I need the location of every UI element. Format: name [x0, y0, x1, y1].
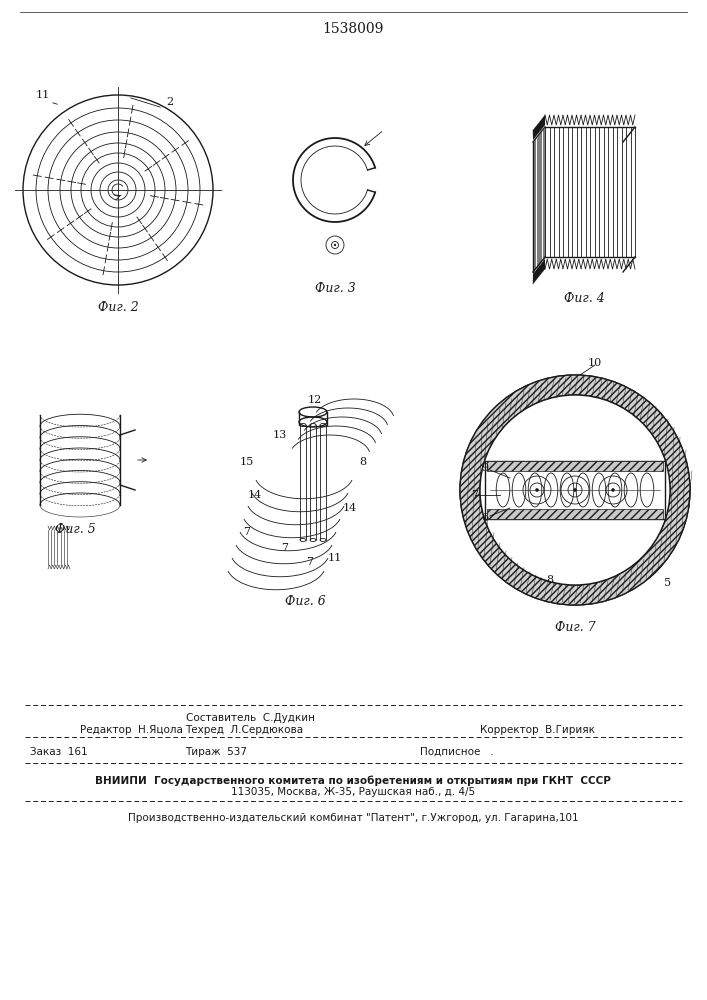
Text: 2: 2	[166, 97, 173, 107]
Text: 6: 6	[481, 513, 489, 523]
Text: Фиг. 3: Фиг. 3	[315, 282, 356, 295]
Text: 14: 14	[248, 490, 262, 500]
Text: ВНИИПИ  Государственного комитета по изобретениям и открытиям при ГКНТ  СССР: ВНИИПИ Государственного комитета по изоб…	[95, 775, 611, 786]
Circle shape	[611, 488, 615, 492]
Text: Корректор  В.Гирияк: Корректор В.Гирияк	[480, 725, 595, 735]
Text: 113035, Москва, Ж-35, Раушская наб., д. 4/5: 113035, Москва, Ж-35, Раушская наб., д. …	[231, 787, 475, 797]
Text: Заказ  161: Заказ 161	[30, 747, 88, 757]
Text: 7: 7	[281, 543, 288, 553]
Text: 8: 8	[359, 457, 366, 467]
Text: Производственно-издательский комбинат "Патент", г.Ужгород, ул. Гагарина,101: Производственно-издательский комбинат "П…	[128, 813, 578, 823]
Text: 8: 8	[547, 575, 554, 585]
Text: Тираж  537: Тираж 537	[185, 747, 247, 757]
Text: 11: 11	[36, 90, 50, 100]
Text: Фиг. 6: Фиг. 6	[285, 595, 325, 608]
Text: 15: 15	[240, 457, 254, 467]
Text: 7: 7	[472, 490, 479, 500]
Text: 5: 5	[665, 578, 672, 588]
Bar	[487, 461, 663, 471]
Text: Фиг. 4: Фиг. 4	[563, 292, 604, 305]
Text: 7: 7	[243, 527, 250, 537]
Circle shape	[460, 375, 690, 605]
Text: 10: 10	[588, 358, 602, 368]
Text: Составитель  С.Дудкин: Составитель С.Дудкин	[185, 713, 315, 723]
Text: Подписное   .: Подписное .	[420, 747, 493, 757]
Text: 12: 12	[308, 395, 322, 405]
Text: 9: 9	[481, 463, 489, 473]
Wedge shape	[460, 375, 690, 605]
Text: Редактор  Н.Яцола: Редактор Н.Яцола	[80, 725, 183, 735]
Text: Фиг. 5: Фиг. 5	[54, 523, 95, 536]
Text: 11: 11	[328, 553, 342, 563]
Text: 14: 14	[343, 503, 357, 513]
Text: 13: 13	[273, 430, 287, 440]
Bar	[485, 461, 665, 519]
Circle shape	[573, 488, 577, 492]
Text: Фиг. 7: Фиг. 7	[554, 621, 595, 634]
Circle shape	[535, 488, 539, 492]
Text: Техред  Л.Сердюкова: Техред Л.Сердюкова	[185, 725, 303, 735]
Text: Фиг. 2: Фиг. 2	[98, 301, 139, 314]
Circle shape	[480, 395, 670, 585]
Circle shape	[480, 395, 670, 585]
Text: 1538009: 1538009	[322, 22, 384, 36]
Bar	[487, 509, 663, 519]
Text: 7: 7	[307, 557, 313, 567]
Circle shape	[334, 244, 337, 246]
